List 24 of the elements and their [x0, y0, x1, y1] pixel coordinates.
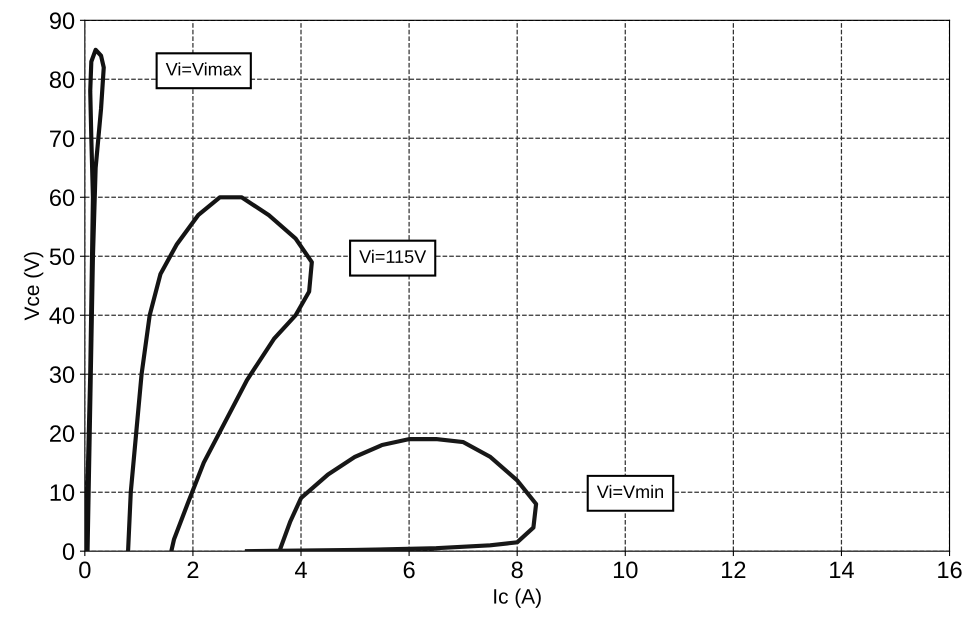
y-axis-title: Vce (V) — [24, 252, 44, 320]
annotation: Vi=Vimax — [166, 62, 242, 76]
y-tick-label: 0 — [62, 543, 74, 560]
x-tick-label: 10 — [614, 562, 638, 578]
y-tick-label: 40 — [49, 307, 74, 324]
y-tick-label: 50 — [50, 248, 74, 266]
x-tick-label: 16 — [938, 562, 962, 578]
x-tick-label: 14 — [830, 562, 854, 578]
y-tick-label: 30 — [50, 366, 74, 384]
x-tick-label: 8 — [512, 562, 523, 578]
y-tick-label: 70 — [50, 130, 74, 148]
x-axis-title: Ic (A) — [494, 588, 541, 608]
x-tick-label: 12 — [722, 562, 746, 578]
annotation: Vi=Vmin — [596, 484, 663, 498]
y-tick-label: 10 — [50, 484, 74, 501]
x-tick-label: 4 — [294, 562, 307, 578]
y-tick-label: 90 — [50, 12, 74, 30]
y-tick-label: 20 — [50, 425, 74, 442]
x-tick-label: 0 — [79, 562, 90, 578]
y-tick-label: 80 — [50, 71, 74, 88]
x-tick-label: 2 — [188, 562, 198, 578]
x-tick-label: 6 — [404, 562, 415, 578]
y-tick-label: 60 — [50, 189, 74, 206]
annotation: Vi=115V — [359, 250, 426, 263]
